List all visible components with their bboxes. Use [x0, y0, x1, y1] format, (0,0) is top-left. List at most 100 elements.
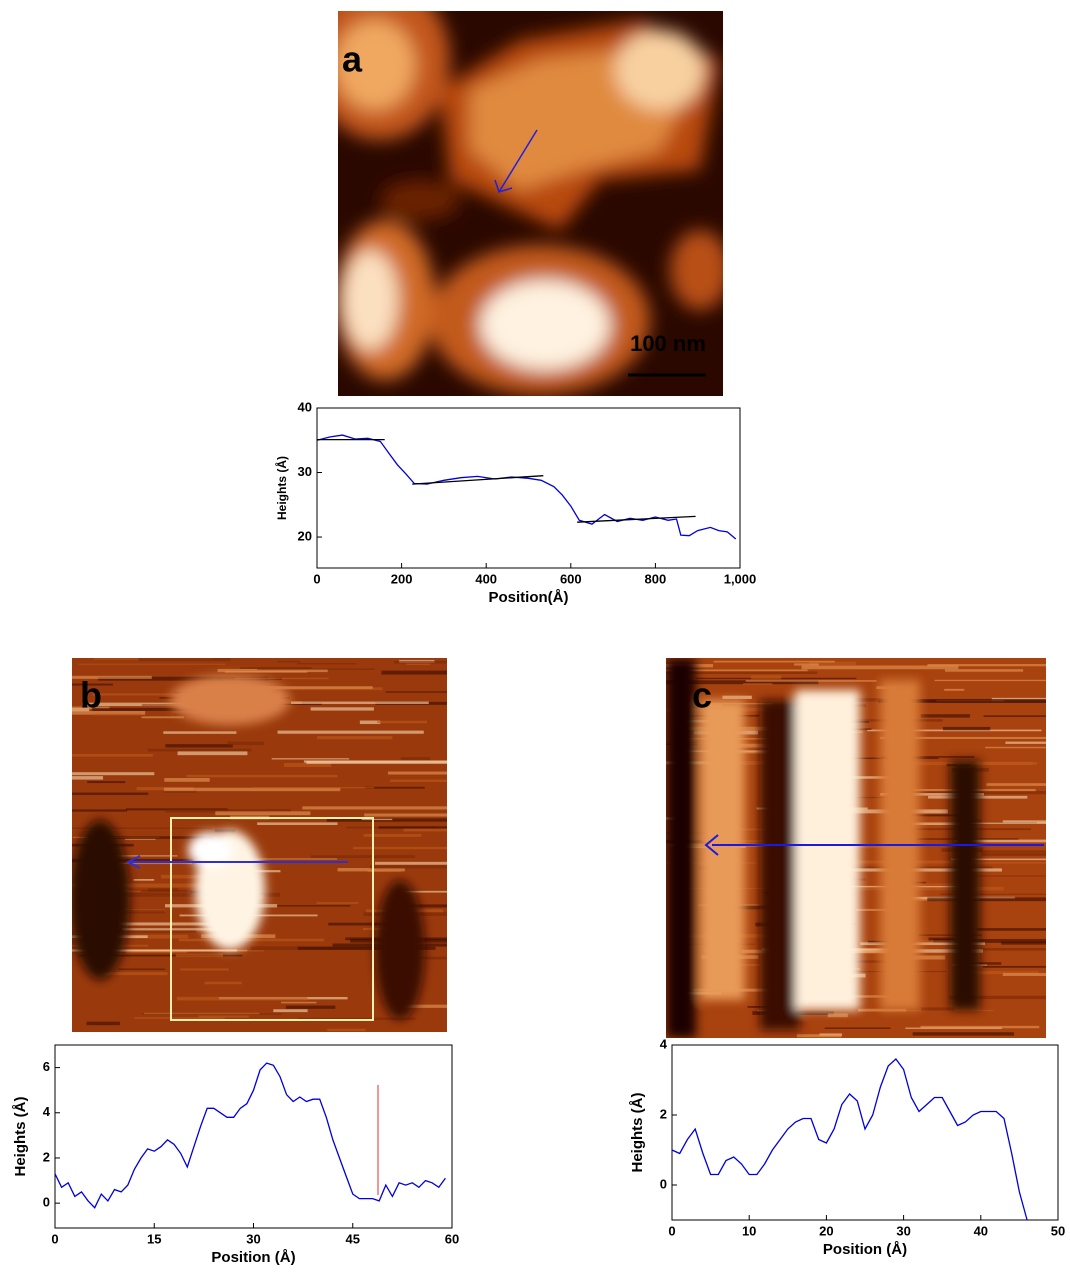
texture [128, 889, 172, 891]
texture [801, 665, 959, 670]
texture [897, 897, 955, 901]
texture [801, 970, 946, 973]
texture [976, 928, 1046, 931]
x-tick-label: 800 [645, 571, 667, 586]
texture [800, 1010, 829, 1014]
texture [271, 758, 350, 760]
x-axis-label: Position (Å) [211, 1249, 295, 1266]
arrow-head [125, 855, 141, 869]
texture [273, 1009, 308, 1013]
texture [176, 996, 308, 1001]
texture [227, 741, 264, 746]
texture [141, 704, 181, 706]
y-tick-label: 2 [43, 1149, 50, 1164]
texture [86, 1021, 120, 1026]
x-tick-label: 15 [147, 1231, 161, 1246]
texture [676, 726, 823, 731]
texture [285, 1005, 336, 1009]
texture [390, 779, 447, 783]
texture [141, 1013, 283, 1015]
texture [107, 855, 178, 857]
texture [283, 763, 332, 767]
texture [337, 867, 405, 872]
texture [280, 1001, 317, 1004]
texture [98, 676, 269, 681]
texture [94, 713, 142, 716]
texture [138, 658, 231, 662]
texture [89, 922, 222, 926]
y-tick-label: 40 [298, 399, 312, 414]
x-tick-label: 600 [560, 571, 582, 586]
texture [949, 995, 1046, 1000]
texture [387, 771, 447, 775]
texture [251, 905, 351, 907]
plot-frame [671, 1044, 1059, 1221]
texture [1005, 741, 1046, 744]
texture [881, 756, 975, 758]
texture [879, 736, 1046, 740]
texture [217, 668, 328, 673]
texture [725, 761, 787, 765]
texture [844, 886, 1004, 891]
texture [378, 826, 447, 829]
texture [78, 663, 226, 665]
texture [78, 954, 243, 957]
x-tick-label: 50 [1051, 1223, 1065, 1238]
texture [980, 948, 1046, 951]
texture [718, 905, 800, 910]
texture [147, 748, 252, 752]
texture [956, 762, 1038, 765]
x-tick-label: 200 [391, 571, 413, 586]
texture [277, 730, 424, 734]
texture [958, 875, 1046, 877]
data-line [672, 1058, 1028, 1220]
texture [934, 679, 1046, 682]
texture [982, 965, 1046, 968]
y-axis-label: Heights (Å) [629, 1093, 646, 1173]
texture [180, 968, 229, 971]
texture [406, 663, 431, 665]
texture [215, 811, 311, 816]
texture [164, 778, 210, 782]
texture [297, 663, 357, 665]
texture [365, 786, 425, 789]
texture [186, 774, 338, 778]
y-axis-label: Heights (Å) [12, 1097, 29, 1177]
y-tick-label: 30 [298, 464, 312, 479]
x-tick-label: 20 [819, 1223, 833, 1238]
texture [796, 809, 948, 814]
texture [928, 937, 955, 941]
texture [794, 663, 819, 666]
texture [257, 668, 375, 670]
texture [253, 787, 375, 789]
texture [398, 890, 447, 893]
texture [927, 664, 1046, 667]
y-tick-label: 2 [660, 1106, 667, 1121]
texture [87, 781, 126, 784]
texture [133, 879, 155, 881]
texture [177, 751, 248, 756]
texture [908, 940, 964, 942]
texture [72, 827, 212, 829]
texture [133, 1017, 225, 1019]
texture [100, 972, 168, 976]
texture [72, 683, 113, 686]
texture [97, 910, 166, 914]
texture [678, 720, 718, 723]
texture [72, 776, 104, 780]
texture [363, 834, 422, 837]
texture [921, 1007, 955, 1011]
texture [809, 661, 857, 666]
texture [92, 707, 243, 711]
texture [72, 675, 152, 679]
texture [239, 667, 312, 670]
texture [403, 904, 447, 908]
texture [860, 942, 986, 946]
texture [163, 731, 237, 734]
x-axis-label: Position (Å) [823, 1241, 907, 1258]
texture [364, 813, 447, 817]
texture [880, 793, 984, 796]
texture [878, 699, 1046, 703]
texture [87, 836, 213, 839]
texture [705, 751, 793, 754]
